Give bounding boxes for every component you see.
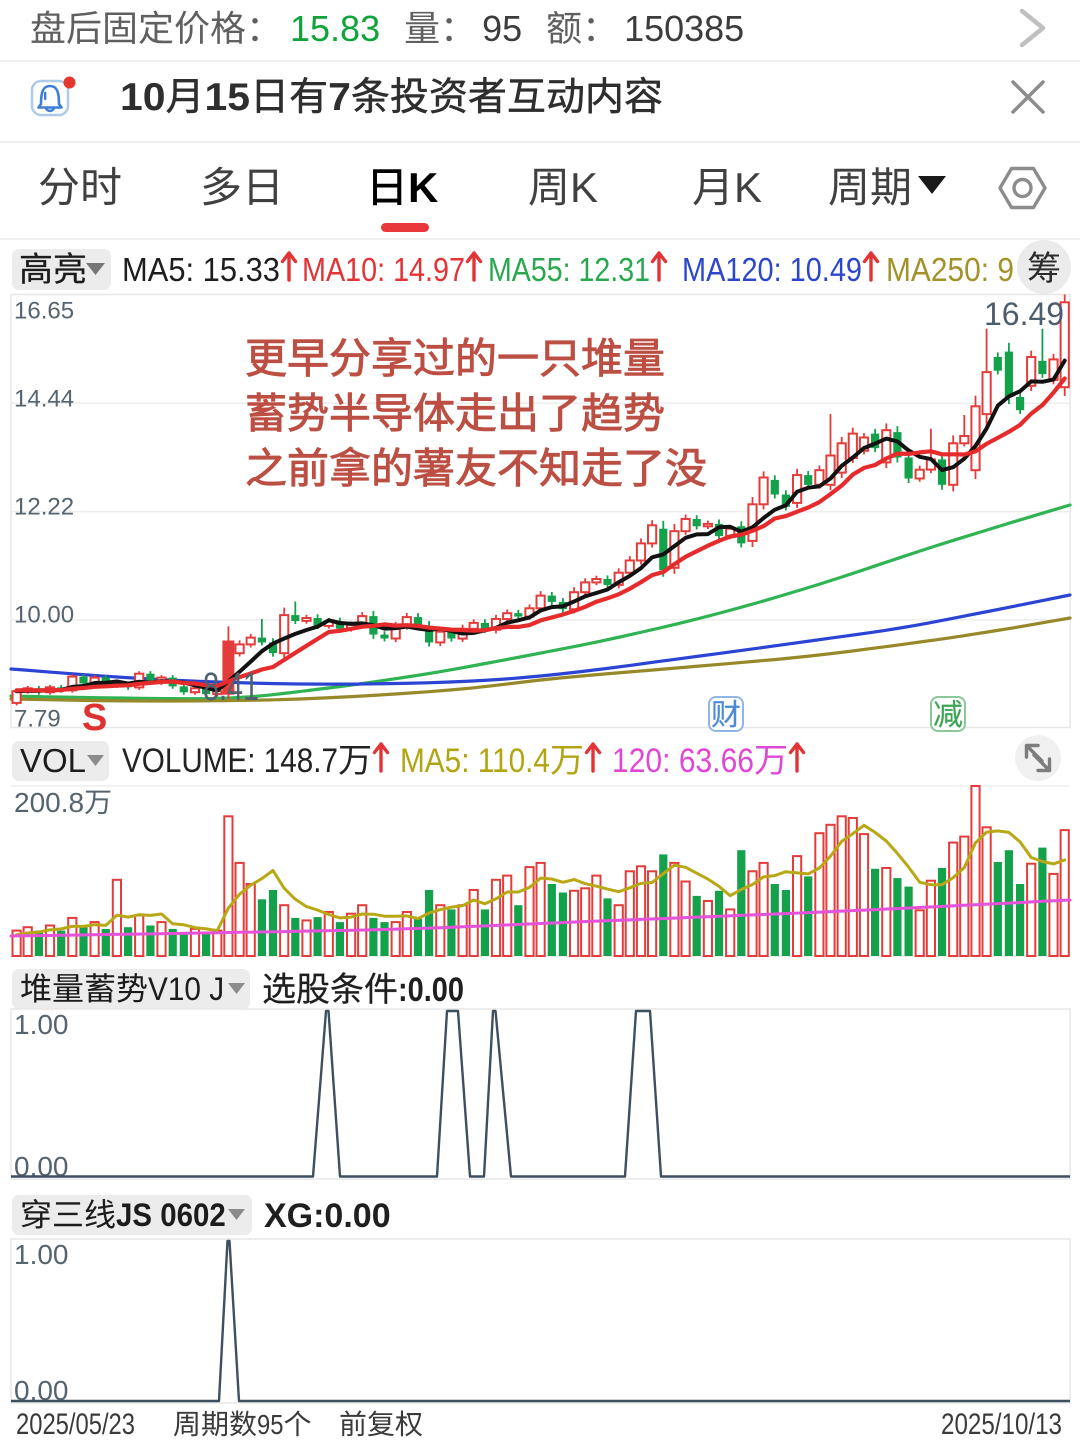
svg-text:VOL: VOL [20, 742, 86, 779]
svg-text:K: K [408, 164, 438, 211]
svg-text:10: 10 [120, 76, 166, 119]
svg-text:10.00: 10.00 [14, 602, 74, 629]
svg-text:16.49: 16.49 [984, 296, 1064, 332]
svg-text:V10 J: V10 J [148, 971, 224, 1007]
svg-text:MA55: 12.31: MA55: 12.31 [488, 251, 650, 288]
svg-text:95: 95 [482, 8, 522, 49]
svg-text:XG:0.00: XG:0.00 [264, 1197, 391, 1235]
svg-text::0.00: :0.00 [398, 971, 464, 1009]
svg-text:15: 15 [205, 76, 251, 119]
svg-text:K: K [734, 164, 762, 211]
svg-text:120: 63.66: 120: 63.66 [612, 742, 754, 780]
svg-text:14.44: 14.44 [14, 386, 74, 413]
svg-text:2025/10/13: 2025/10/13 [941, 1408, 1062, 1440]
svg-text:150385: 150385 [624, 8, 744, 49]
svg-text:15.83: 15.83 [290, 8, 380, 49]
svg-text:MA250: 9: MA250: 9 [886, 251, 1014, 288]
svg-text:12.22: 12.22 [14, 494, 74, 521]
svg-text:K: K [570, 164, 598, 211]
svg-text:8.41: 8.41 [203, 665, 259, 709]
svg-text:7.79: 7.79 [14, 706, 61, 733]
svg-text:MA120: 10.49: MA120: 10.49 [682, 251, 862, 288]
svg-text:200.8: 200.8 [14, 787, 84, 818]
svg-text:S: S [82, 697, 107, 739]
svg-text:7: 7 [328, 76, 351, 119]
svg-text:MA5: 15.33: MA5: 15.33 [122, 251, 280, 288]
svg-text:2025/05/23: 2025/05/23 [16, 1408, 135, 1440]
svg-text:95: 95 [257, 1409, 284, 1440]
svg-text:16.65: 16.65 [14, 298, 74, 325]
svg-text:VOLUME: 148.7: VOLUME: 148.7 [122, 742, 338, 780]
svg-text:MA10: 14.97: MA10: 14.97 [302, 251, 465, 288]
svg-text:JS 0602: JS 0602 [116, 1197, 226, 1233]
svg-text:1.00: 1.00 [14, 1009, 69, 1040]
svg-text:MA5: 110.4: MA5: 110.4 [400, 742, 550, 780]
svg-text:1.00: 1.00 [14, 1239, 69, 1270]
